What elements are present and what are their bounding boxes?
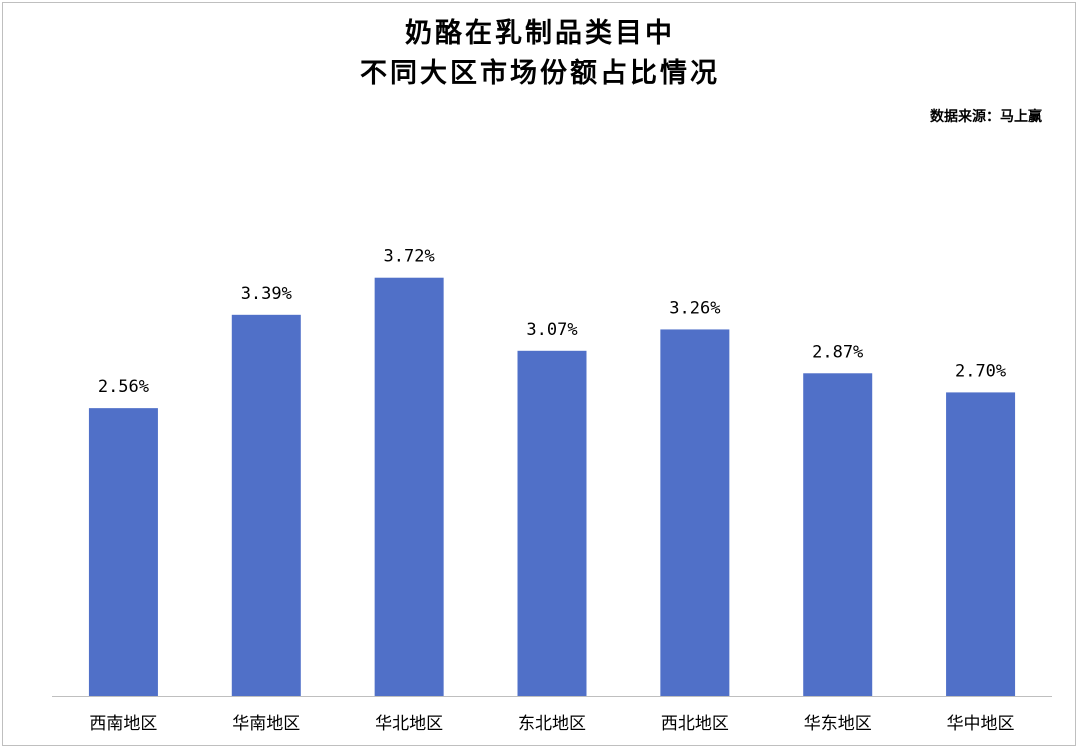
- bar: [231, 314, 301, 696]
- bar: [660, 329, 730, 696]
- x-tick-label: 东北地区: [518, 714, 586, 734]
- x-tick-label: 西南地区: [89, 714, 157, 734]
- chart-source: 数据来源：马上赢: [930, 109, 1042, 125]
- data-label: 2.56%: [98, 377, 149, 397]
- x-axis: 西南地区 华南地区 华北地区 东北地区 西北地区 华东地区 华中地区: [52, 696, 1052, 734]
- data-label: 3.39%: [241, 284, 292, 304]
- chart-title-line-2: 不同大区市场份额占比情况: [360, 58, 720, 89]
- chart-title-line-1: 奶酪在乳制品类目中: [405, 18, 675, 49]
- bars-layer: [88, 277, 1016, 696]
- bar: [803, 373, 873, 696]
- data-labels-layer: 2.56% 3.39% 3.72% 3.07% 3.26% 2.87% 2.70%: [98, 247, 1006, 397]
- data-label: 3.72%: [384, 247, 435, 267]
- x-tick-label: 华南地区: [232, 714, 300, 734]
- data-label: 3.26%: [669, 298, 720, 318]
- chart-title: 奶酪在乳制品类目中 不同大区市场份额占比情况: [0, 14, 1080, 94]
- data-label: 2.70%: [955, 361, 1006, 381]
- bar: [517, 350, 587, 696]
- x-tick-label: 华东地区: [804, 714, 872, 734]
- x-tick-label: 西北地区: [661, 714, 729, 734]
- bar: [946, 392, 1016, 696]
- bar: [88, 408, 158, 696]
- data-label: 3.07%: [526, 320, 577, 340]
- x-tick-label: 华中地区: [947, 714, 1015, 734]
- bar: [374, 277, 444, 696]
- x-tick-label: 华北地区: [375, 714, 443, 734]
- data-label: 2.87%: [812, 342, 863, 362]
